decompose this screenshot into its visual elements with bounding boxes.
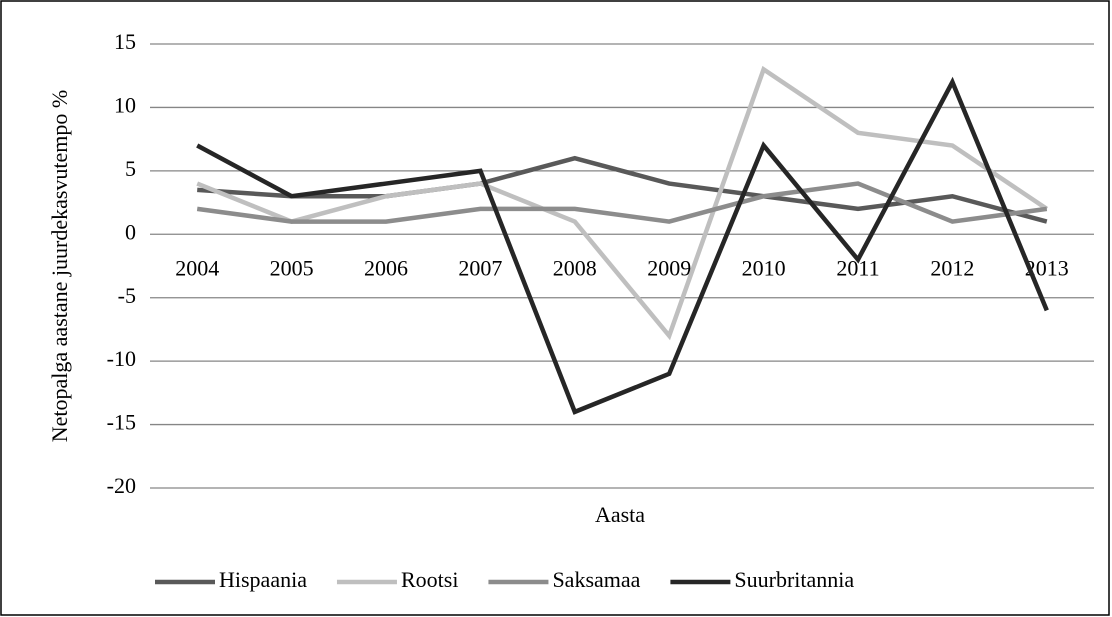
x-tick-label: 2005	[270, 255, 314, 280]
x-tick-label: 2007	[458, 255, 502, 280]
y-tick-label: 15	[114, 29, 136, 54]
x-tick-label: 2010	[742, 255, 786, 280]
x-tick-label: 2004	[175, 255, 219, 280]
legend-label: Hispaania	[219, 567, 307, 592]
y-tick-label: -15	[107, 410, 136, 435]
y-tick-label: -5	[118, 283, 136, 308]
x-tick-label: 2009	[647, 255, 691, 280]
x-axis-title: Aasta	[595, 502, 645, 527]
y-tick-label: 5	[125, 156, 136, 181]
series-line	[196, 76, 1049, 415]
legend-label: Saksamaa	[552, 567, 640, 592]
series-line	[196, 65, 1049, 341]
y-tick-label: -20	[107, 473, 136, 498]
y-axis-title: Netopalga aastane juurdekasvutempo %	[47, 90, 72, 442]
y-tick-label: 0	[125, 219, 136, 244]
y-tick-label: -10	[107, 346, 136, 371]
x-tick-label: 2012	[930, 255, 974, 280]
x-tick-label: 2006	[364, 255, 408, 280]
x-tick-label: 2008	[553, 255, 597, 280]
legend-label: Rootsi	[401, 567, 458, 592]
legend-label: Suurbritannia	[734, 567, 854, 592]
y-tick-label: 10	[114, 92, 136, 117]
series-line	[196, 181, 1048, 224]
